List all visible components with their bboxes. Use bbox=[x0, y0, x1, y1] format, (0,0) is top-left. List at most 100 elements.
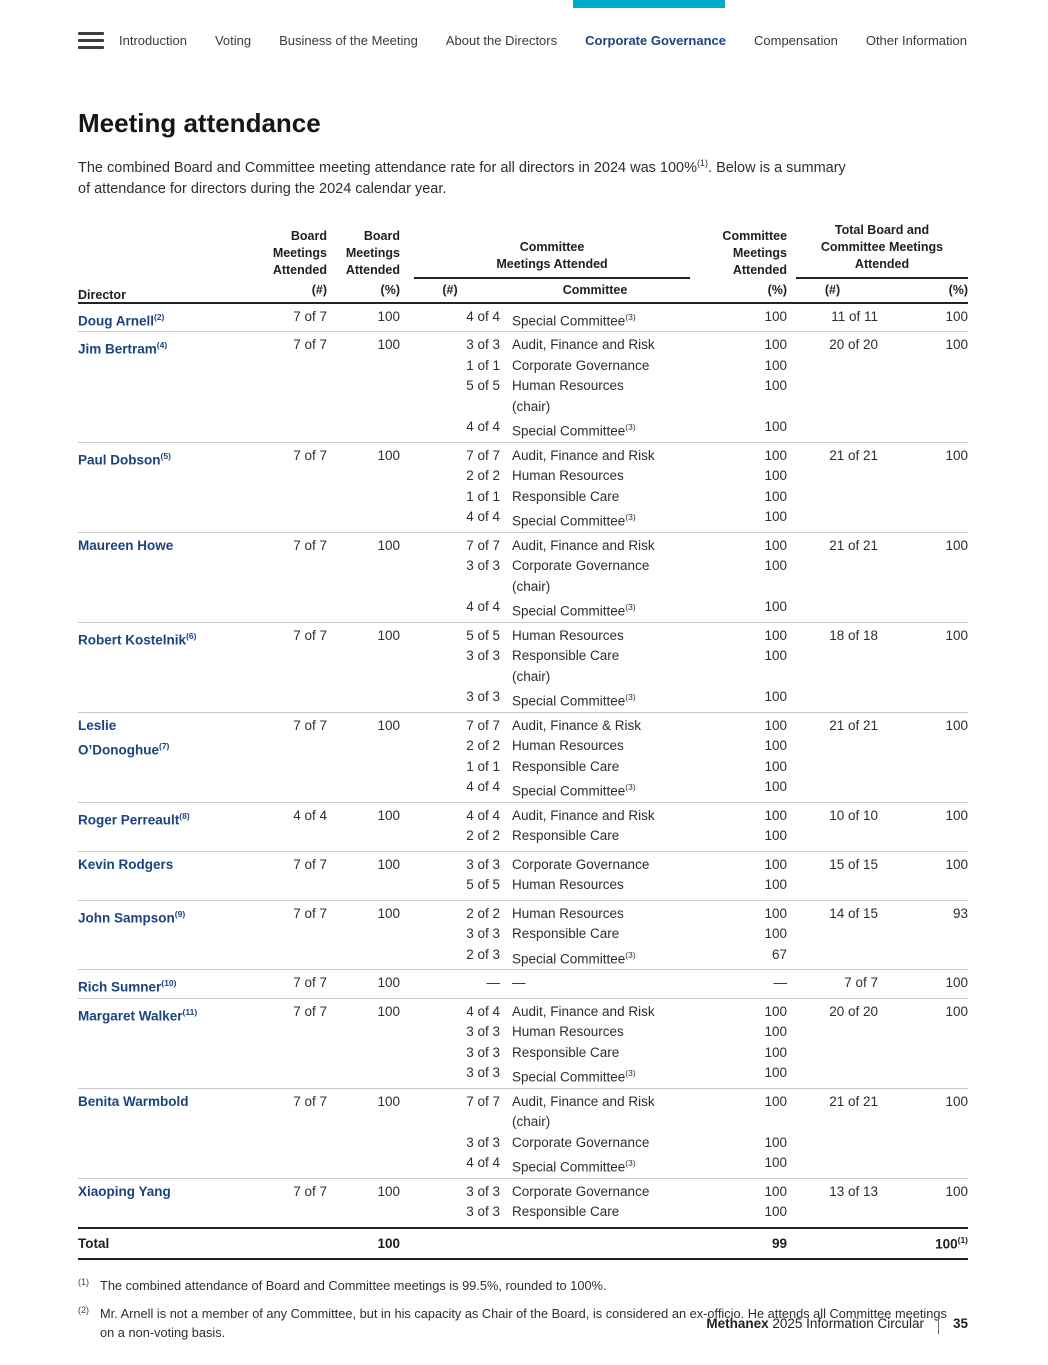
total-overall-pct: 100 bbox=[935, 1236, 958, 1252]
committee-meetings-count: 7 of 7 bbox=[466, 447, 500, 463]
nav-item-introduction[interactable]: Introduction bbox=[119, 33, 187, 48]
committee-meetings-pct: 100 bbox=[764, 1024, 788, 1040]
committee-name: Responsible Care bbox=[512, 1204, 620, 1220]
intro-paragraph: The combined Board and Committee meeting… bbox=[78, 153, 968, 200]
committee-meetings-pct: 100 bbox=[764, 419, 788, 435]
attendance-table-header: Director Board Meetings Attended Board M… bbox=[78, 221, 969, 304]
committee-name: Special Committee(3) bbox=[512, 512, 636, 529]
board-meetings-pct: 100 bbox=[377, 807, 400, 823]
board-meetings-pct: 100 bbox=[377, 308, 400, 324]
committee-meetings-pct: 100 bbox=[764, 779, 788, 795]
total-meetings-count: 20 of 20 bbox=[829, 337, 879, 353]
menu-icon[interactable] bbox=[78, 32, 104, 49]
committee-footnote-ref: (3) bbox=[625, 602, 636, 613]
intro-text-2: . Below is a summary bbox=[708, 159, 846, 176]
footnote-2: (2) Mr. Arnell is not a member of any Co… bbox=[78, 1304, 950, 1342]
director-footnote-ref: (6) bbox=[186, 630, 197, 641]
committee-name: Audit, Finance and Risk bbox=[512, 447, 655, 463]
director-footnote-ref: (8) bbox=[179, 810, 190, 821]
footer-title: Methanex 2025 Information Circular bbox=[706, 1316, 924, 1331]
attendance-table: Director Board Meetings Attended Board M… bbox=[78, 221, 969, 1261]
director-name: Leslie O’Donoghue(7) bbox=[78, 717, 170, 758]
committee-meetings-pct: 100 bbox=[764, 738, 788, 754]
col-group-committee-meetings: Committee Meetings Attended bbox=[414, 239, 691, 279]
committee-meetings-count: 1 of 1 bbox=[466, 758, 500, 774]
board-meetings-pct: 100 bbox=[377, 717, 400, 733]
nav-item-corporate-governance[interactable]: Corporate Governance bbox=[585, 33, 726, 48]
committee-meetings-count: 3 of 3 bbox=[466, 337, 500, 353]
committee-name: Audit, Finance and Risk bbox=[512, 537, 655, 553]
nav-item-business-of-the-meeting[interactable]: Business of the Meeting bbox=[279, 33, 418, 48]
committee-name: Audit, Finance and Risk bbox=[512, 1093, 655, 1109]
nav-item-other-information[interactable]: Other Information bbox=[865, 33, 967, 48]
committee-name: Human Resources bbox=[512, 1024, 624, 1040]
committee-name: Responsible Care bbox=[512, 926, 620, 942]
director-name: Robert Kostelnik(6) bbox=[78, 630, 197, 648]
board-meetings-count: 7 of 7 bbox=[293, 1093, 327, 1109]
director-name: Rich Sumner(10) bbox=[78, 978, 177, 995]
committee-name: Human Resources bbox=[512, 378, 624, 394]
total-meetings-count: 21 of 21 bbox=[829, 447, 879, 463]
table-row: Jim Bertram(4) 7 of 7 100 3 of 3 1 of 1 5 of … bbox=[78, 332, 969, 443]
board-meetings-count: 4 of 4 bbox=[293, 807, 327, 823]
page-number: 35 bbox=[952, 1315, 968, 1331]
committee-meetings-pct: — bbox=[773, 975, 788, 991]
director-footnote-ref: (11) bbox=[182, 1006, 198, 1017]
committee-meetings-count: 1 of 1 bbox=[466, 488, 500, 504]
committee-name: — bbox=[512, 975, 526, 991]
committee-meetings-pct: 100 bbox=[764, 926, 788, 942]
committee-chair-label: (chair) bbox=[512, 398, 551, 414]
footnote-2-marker: (2) bbox=[78, 1305, 89, 1316]
nav-item-voting[interactable]: Voting bbox=[214, 33, 252, 48]
committee-name: Special Committee(3) bbox=[512, 782, 636, 799]
nav-item-about-the-directors[interactable]: About the Directors bbox=[445, 33, 558, 48]
committee-meetings-count: 3 of 3 bbox=[466, 689, 500, 705]
director-footnote-ref: (10) bbox=[161, 978, 177, 989]
committee-meetings-pct: 100 bbox=[764, 828, 788, 844]
committee-meetings-pct: 100 bbox=[764, 1093, 788, 1109]
director-name: Roger Perreault(8) bbox=[78, 810, 190, 828]
committee-meetings-count: 3 of 3 bbox=[466, 926, 500, 942]
committee-name: Corporate Governance bbox=[512, 357, 650, 373]
total-meetings-count: 13 of 13 bbox=[829, 1183, 879, 1199]
table-row: Margaret Walker(11) 7 of 7 100 4 of 4 3 of 3… bbox=[78, 998, 969, 1089]
nav-items: Introduction Voting Business of the Meetin… bbox=[119, 33, 967, 48]
committee-meetings-count: 7 of 7 bbox=[466, 1093, 500, 1109]
committee-name: Responsible Care bbox=[512, 758, 620, 774]
committee-meetings-pct: 100 bbox=[764, 599, 788, 615]
committee-name: Audit, Finance & Risk bbox=[512, 717, 642, 733]
committee-name: Corporate Governance bbox=[512, 558, 650, 574]
attendance-table-body: Doug Arnell(2) 7 of 7 100 4 of 4 Special Com… bbox=[78, 303, 969, 1228]
committee-meetings-pct: 100 bbox=[764, 648, 788, 664]
committee-meetings-count: 4 of 4 bbox=[466, 308, 500, 324]
table-row: Rich Sumner(10) 7 of 7 100 — — — 7 of 7 100 bbox=[78, 970, 969, 999]
board-meetings-count: 7 of 7 bbox=[293, 447, 327, 463]
board-meetings-pct: 100 bbox=[377, 856, 400, 872]
committee-name: Human Resources bbox=[512, 905, 624, 921]
total-meetings-pct: 100 bbox=[945, 1183, 969, 1199]
board-meetings-count: 7 of 7 bbox=[293, 856, 327, 872]
total-meetings-pct: 100 bbox=[945, 337, 969, 353]
table-row: Roger Perreault(8) 4 of 4 100 4 of 4 2 of 2 A… bbox=[78, 802, 969, 852]
table-row: Kevin Rodgers 7 of 7 100 3 of 3 5 of 5 Corpor… bbox=[78, 851, 969, 901]
committee-name: Special Committee(3) bbox=[512, 949, 636, 967]
director-name: Margaret Walker(11) bbox=[78, 1006, 198, 1024]
committee-name: Special Committee(3) bbox=[512, 1068, 636, 1085]
board-meetings-pct: 100 bbox=[377, 627, 400, 643]
nav-item-compensation[interactable]: Compensation bbox=[754, 33, 838, 48]
committee-name: Special Committee(3) bbox=[512, 1158, 636, 1175]
subheader-total-pct: (%) bbox=[878, 278, 969, 304]
committee-meetings-count: 2 of 3 bbox=[466, 946, 500, 962]
footnote-2-text: Mr. Arnell is not a member of any Commit… bbox=[100, 1306, 947, 1341]
committee-meetings-pct: 100 bbox=[764, 1003, 788, 1019]
committee-meetings-pct: 100 bbox=[764, 558, 788, 574]
committee-name: Audit, Finance and Risk bbox=[512, 337, 655, 353]
committee-meetings-pct: 100 bbox=[764, 1134, 788, 1150]
board-meetings-count: 7 of 7 bbox=[293, 975, 327, 991]
table-row: Robert Kostelnik(6) 7 of 7 100 5 of 5 3 of 3… bbox=[78, 622, 969, 713]
committee-meetings-pct: 100 bbox=[764, 717, 788, 733]
committee-meetings-pct: 100 bbox=[764, 1155, 788, 1171]
footnotes: (1) The combined attendance of Board and… bbox=[78, 1276, 968, 1342]
board-meetings-pct: 100 bbox=[377, 905, 400, 921]
committee-meetings-pct: 100 bbox=[764, 337, 788, 353]
